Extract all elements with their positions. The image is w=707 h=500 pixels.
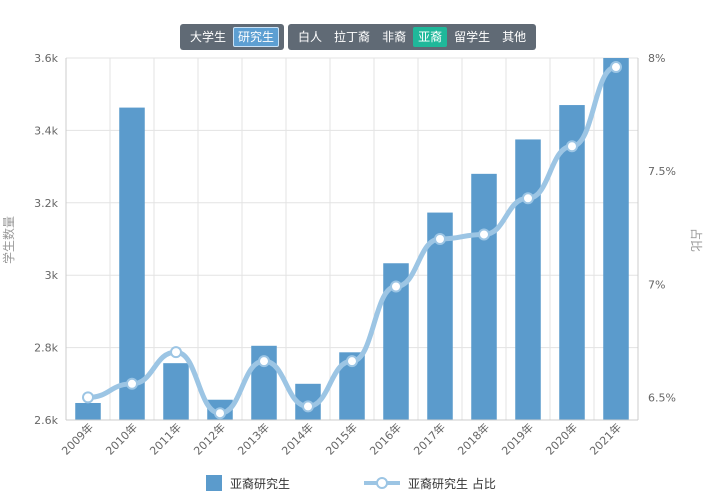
line-point[interactable] xyxy=(434,233,446,245)
x-tick-label: 2014年 xyxy=(279,420,316,457)
x-tick-label: 2015年 xyxy=(323,420,360,457)
line-point[interactable] xyxy=(170,346,182,359)
x-tick-label: 2012年 xyxy=(191,420,228,457)
x-tick-label: 2017年 xyxy=(411,420,448,457)
bar[interactable] xyxy=(163,363,189,420)
bar[interactable] xyxy=(75,402,101,420)
line-point[interactable] xyxy=(126,377,138,390)
y-tick-left-label: 2.6k xyxy=(34,414,58,427)
line-point[interactable] xyxy=(478,228,490,241)
tab-undergraduate[interactable]: 大学生 xyxy=(190,30,227,44)
tab-hispanic[interactable]: 拉丁裔 xyxy=(334,30,371,44)
y-axis-left-title: 学生数量 xyxy=(1,216,16,264)
y-tick-right-label: 6.5% xyxy=(648,391,676,404)
line-series xyxy=(82,61,622,420)
y-axis-right-title: 占比 xyxy=(689,228,704,252)
tab-african[interactable]: 非裔 xyxy=(382,30,407,44)
legend-line-marker xyxy=(376,477,388,489)
y-tick-right-label: 7% xyxy=(648,278,665,291)
y-tick-left-label: 3.4k xyxy=(34,124,58,137)
line-point[interactable] xyxy=(258,355,270,368)
tab-white[interactable]: 白人 xyxy=(298,30,323,44)
bar[interactable] xyxy=(471,173,497,420)
x-tick-label: 2010年 xyxy=(103,420,140,457)
bar[interactable] xyxy=(515,139,541,420)
y-tick-left-label: 3.6k xyxy=(34,52,58,65)
legend-bar-label[interactable]: 亚裔研究生 xyxy=(230,476,290,491)
y-tick-left-label: 3k xyxy=(45,269,59,282)
x-tick-label: 2011年 xyxy=(147,420,184,457)
x-tick-label: 2018年 xyxy=(455,420,492,457)
line-point[interactable] xyxy=(566,140,578,153)
bar[interactable] xyxy=(427,212,453,420)
x-tick-label: 2021年 xyxy=(587,420,624,457)
x-tick-label: 2009年 xyxy=(59,420,96,457)
line-point[interactable] xyxy=(610,61,622,74)
x-tick-label: 2013年 xyxy=(235,420,272,457)
legend-line-label[interactable]: 亚裔研究生 占比 xyxy=(408,476,496,491)
tab-international[interactable]: 留学生 xyxy=(454,30,491,44)
bar[interactable] xyxy=(603,58,629,420)
bar[interactable] xyxy=(119,107,145,421)
race-tab-group: 白人 拉丁裔 非裔 亚裔 留学生 其他 xyxy=(288,24,537,50)
x-tick-label: 2019年 xyxy=(499,420,536,457)
line-point[interactable] xyxy=(302,400,314,413)
line-point[interactable] xyxy=(522,192,534,205)
filter-tab-bar: 大学生 研究生 白人 拉丁裔 非裔 亚裔 留学生 其他 xyxy=(180,24,537,50)
y-tick-left-label: 2.8k xyxy=(34,342,58,355)
line-point[interactable] xyxy=(214,407,226,420)
y-tick-right-label: 7.5% xyxy=(648,165,676,178)
line-point[interactable] xyxy=(390,280,402,293)
tab-graduate[interactable]: 研究生 xyxy=(233,27,280,47)
tab-asian[interactable]: 亚裔 xyxy=(413,27,448,47)
tab-other[interactable]: 其他 xyxy=(502,30,527,44)
x-tick-label: 2020年 xyxy=(543,420,580,457)
level-tab-group: 大学生 研究生 xyxy=(180,24,285,50)
legend-bar-swatch[interactable] xyxy=(206,475,222,491)
y-tick-left-label: 3.2k xyxy=(34,197,58,210)
legend: 亚裔研究生 亚裔研究生 占比 xyxy=(206,475,496,491)
x-tick-label: 2016年 xyxy=(367,420,404,457)
line-point[interactable] xyxy=(346,355,358,368)
bar-series xyxy=(75,58,629,421)
bar[interactable] xyxy=(559,105,585,420)
y-tick-right-label: 8% xyxy=(648,52,665,65)
line-point[interactable] xyxy=(82,391,94,404)
